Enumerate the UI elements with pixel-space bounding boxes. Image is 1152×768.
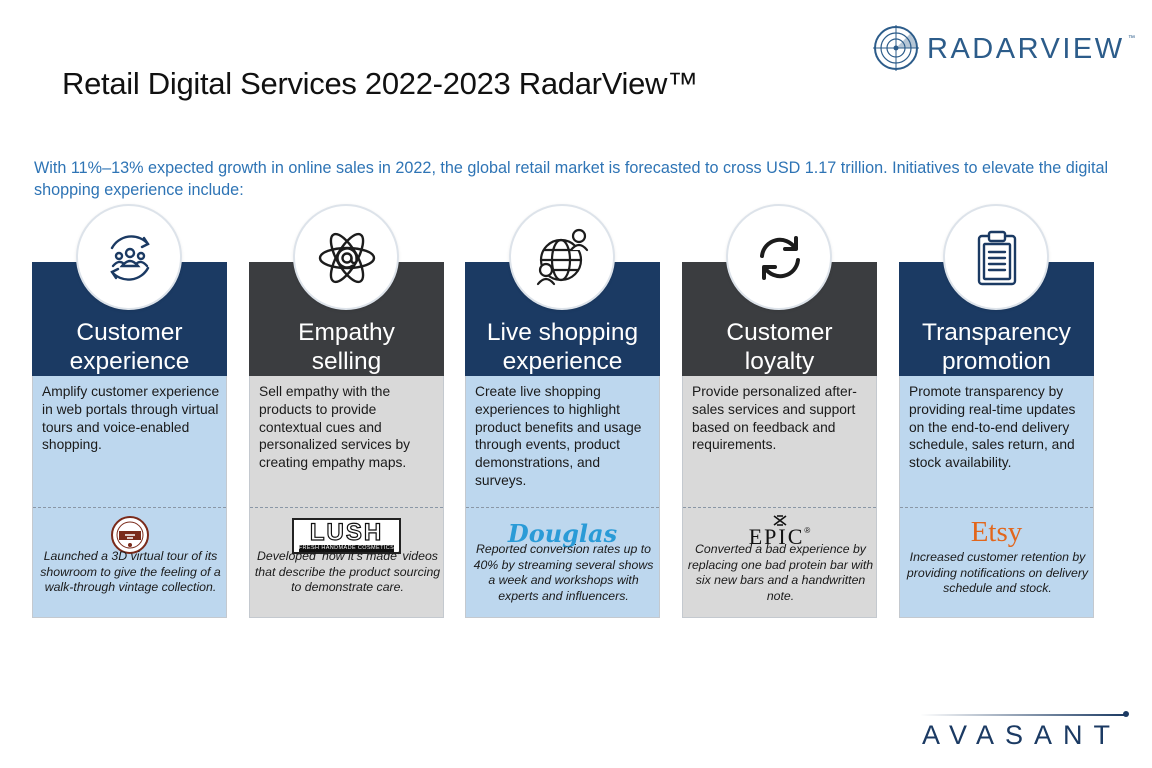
card-divider <box>33 507 226 508</box>
douglas-logo-text: Douglas <box>507 519 618 548</box>
card-title-line1: Customer <box>726 319 833 346</box>
card-title: Live shopping experience <box>465 318 660 376</box>
etsy-logo-text: Etsy <box>970 516 1023 548</box>
card-icon-circle <box>726 204 832 310</box>
globe-people-icon <box>536 228 589 286</box>
radarview-logo-text: RADARVIEW <box>927 33 1125 65</box>
card-divider <box>466 507 659 508</box>
epic-logo: EPIC® <box>683 515 876 555</box>
card-description: Promote transparency by providing real-t… <box>909 384 1076 471</box>
card-example-note: Increased customer retention by providin… <box>906 550 1089 596</box>
card-body: Promote transparency by providing real-t… <box>899 376 1094 618</box>
atom-at-sign-icon <box>318 232 376 284</box>
card-icon-circle <box>509 204 615 310</box>
card-live-shopping-experience: Live shopping experience Create live sho… <box>465 204 660 618</box>
radarview-logo-tm: ™ <box>1128 35 1135 42</box>
card-example-note: Launched a 3D virtual tour of its showro… <box>40 549 221 595</box>
customer-group-cycle-icon <box>110 235 150 281</box>
lush-logo-subtext: FRESH HANDMADE COSMETICS <box>298 545 395 552</box>
card-body: Amplify customer experience in web porta… <box>32 376 227 618</box>
card-body: Create live shopping experiences to high… <box>465 376 660 618</box>
epic-mark-icon <box>773 515 786 526</box>
card-title-line1: Transparency <box>922 319 1071 346</box>
route77-logo <box>33 515 226 555</box>
card-example-note: Reported conversion rates up to 40% by s… <box>473 542 654 603</box>
card-header: Customer loyalty <box>682 262 877 376</box>
card-divider <box>900 507 1093 508</box>
card-title: Customer experience <box>32 318 227 376</box>
card-title-line2: experience <box>69 348 190 375</box>
card-transparency-promotion: Transparency promotion Promote transpare… <box>899 204 1094 618</box>
avasant-logo-line <box>920 714 1125 716</box>
radarview-logo: RADARVIEW ™ <box>872 24 1142 72</box>
card-empathy-selling: Empathy selling Sell empathy with the pr… <box>249 204 444 618</box>
card-description: Provide personalized after-sales service… <box>692 384 857 453</box>
card-title-line1: Empathy <box>298 319 395 346</box>
page-title: Retail Digital Services 2022-2023 RadarV… <box>62 66 698 101</box>
card-example-note: Converted a bad experience by replacing … <box>687 542 874 603</box>
intro-text: With 11%–13% expected growth in online s… <box>34 159 1109 199</box>
refresh-arrows-icon <box>760 236 800 280</box>
card-divider <box>683 507 876 508</box>
card-description: Amplify customer experience in web porta… <box>42 384 220 453</box>
epic-logo-text: EPIC <box>748 524 805 549</box>
card-body: Sell empathy with the products to provid… <box>249 376 444 618</box>
route77-badge-icon <box>110 516 149 554</box>
card-body: Provide personalized after-sales service… <box>682 376 877 618</box>
card-example-note: Developed ‘how it’s made’ videos that de… <box>254 549 441 595</box>
card-title-line1: Live shopping <box>486 319 639 346</box>
radar-icon <box>873 25 919 71</box>
avasant-logo: AVASANT <box>920 711 1135 754</box>
card-icon-circle <box>76 204 182 310</box>
lush-logo-text: LUSH <box>309 519 384 546</box>
card-icon-circle <box>943 204 1049 310</box>
clipboard-list-icon <box>977 230 1017 286</box>
card-title-line2: promotion <box>942 348 1051 375</box>
card-header: Customer experience <box>32 262 227 376</box>
card-customer-loyalty: Customer loyalty Provide personalized af… <box>682 204 877 618</box>
card-title: Customer loyalty <box>682 318 877 376</box>
card-title-line2: experience <box>502 348 623 375</box>
card-title-line2: loyalty <box>744 348 815 375</box>
avasant-logo-text: AVASANT <box>922 720 1122 750</box>
card-title: Empathy selling <box>249 318 444 376</box>
epic-registered-mark: ® <box>804 526 811 535</box>
card-description: Sell empathy with the products to provid… <box>259 384 411 471</box>
lush-logo: LUSH FRESH HANDMADE COSMETICS <box>250 515 443 555</box>
card-divider <box>250 507 443 508</box>
avasant-logo-dot <box>1123 711 1129 717</box>
douglas-logo: Douglas <box>466 515 659 555</box>
card-customer-experience: Customer experience Amplify customer exp… <box>32 204 227 618</box>
card-icon-circle <box>293 204 399 310</box>
etsy-logo: Etsy <box>900 515 1093 555</box>
card-title-line1: Customer <box>76 319 183 346</box>
card-description: Create live shopping experiences to high… <box>475 384 642 488</box>
card-title: Transparency promotion <box>899 318 1094 376</box>
card-title-line2: selling <box>311 348 382 375</box>
